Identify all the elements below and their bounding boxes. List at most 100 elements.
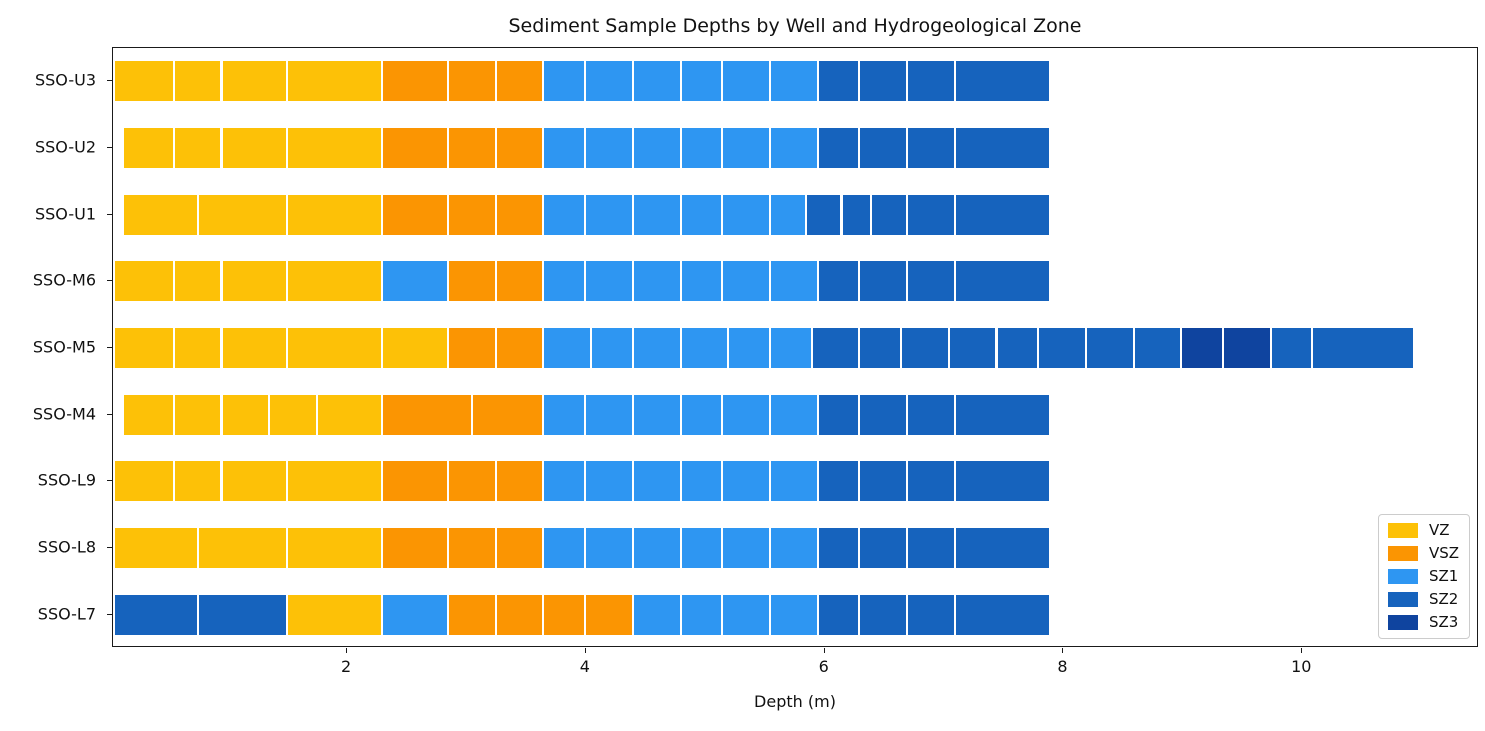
bar-segment-SSO-L8-SZ1: [769, 527, 818, 569]
bar-segment-SSO-L7-SZ1: [769, 593, 818, 636]
bar-segment-SSO-M5-SZ1: [728, 327, 770, 369]
bar-segment-SSO-M4-SZ1: [722, 393, 770, 436]
bar-segment-SSO-L9-SZ1: [680, 460, 723, 503]
bar-segment-SSO-U1-SZ1: [680, 193, 723, 236]
bar-segment-SSO-L9-SZ2: [954, 460, 1051, 503]
bar-segment-SSO-M4-VZ: [173, 393, 222, 436]
bar-segment-SSO-L9-VSZ: [382, 460, 449, 503]
bar-segment-SSO-U1-SZ2: [841, 193, 872, 236]
bar-segment-SSO-U3-SZ2: [907, 60, 955, 103]
bar-segment-SSO-M5-SZ2: [1038, 327, 1086, 369]
bar-segment-SSO-M6-SZ2: [859, 260, 908, 303]
bar-segment-SSO-U3-SZ1: [680, 60, 723, 103]
bar-segment-SSO-M6-VSZ: [448, 260, 496, 303]
bar-segment-SSO-M4-SZ2: [859, 393, 908, 436]
bar-segment-SSO-L9-VZ: [287, 460, 383, 503]
bar-segment-SSO-M5-SZ2: [1270, 327, 1313, 369]
bar-segment-SSO-L7-VZ: [287, 593, 383, 636]
bar-segment-SSO-U1-SZ2: [954, 193, 1051, 236]
bar-segment-SSO-M6-SZ1: [722, 260, 770, 303]
bar-segment-SSO-U3-VZ: [114, 60, 174, 103]
legend-swatch-SZ3: [1387, 615, 1418, 630]
y-tick-label-SSO-M5: SSO-M5: [32, 337, 96, 357]
bar-segment-SSO-U3-VZ: [287, 60, 383, 103]
bar-segment-SSO-M5-VSZ: [448, 327, 496, 369]
bar-segment-SSO-M6-VZ: [173, 260, 222, 303]
bar-segment-SSO-L9-SZ1: [632, 460, 681, 503]
x-tick-mark: [584, 648, 586, 653]
bar-segment-SSO-L7-VSZ: [543, 593, 586, 636]
y-tick-mark: [107, 280, 112, 282]
bar-segment-SSO-M6-VZ: [114, 260, 174, 303]
bar-segment-SSO-M5-SZ1: [632, 327, 681, 369]
bar-segment-SSO-L7-SZ1: [382, 593, 449, 636]
y-tick-mark: [107, 480, 112, 482]
bar-segment-SSO-M4-VZ: [221, 393, 270, 436]
y-tick-label-SSO-U3: SSO-U3: [34, 70, 96, 90]
x-tick-label-2: 2: [340, 657, 352, 676]
legend-item-VZ: VZ: [1387, 523, 1459, 538]
bar-segment-SSO-U2-VZ: [221, 127, 288, 169]
bar-segment-SSO-U1-SZ1: [632, 193, 681, 236]
bar-segment-SSO-M5-SZ1: [591, 327, 633, 369]
bar-segment-SSO-M5-VZ: [287, 327, 383, 369]
bar-segment-SSO-L8-VZ: [287, 527, 383, 569]
x-tick-mark: [1062, 648, 1064, 653]
bar-segment-SSO-U3-SZ1: [632, 60, 681, 103]
bar-segment-SSO-M4-VSZ: [471, 393, 544, 436]
bar-segment-SSO-M5-SZ1: [680, 327, 729, 369]
bar-segment-SSO-M5-VZ: [173, 327, 222, 369]
bar-segment-SSO-L9-SZ1: [722, 460, 770, 503]
bar-segment-SSO-M6-SZ2: [817, 260, 860, 303]
bar-segment-SSO-M4-SZ2: [954, 393, 1051, 436]
bar-segment-SSO-M5-SZ2: [996, 327, 1039, 369]
bar-segment-SSO-M4-SZ1: [769, 393, 818, 436]
bar-segment-SSO-U2-SZ1: [722, 127, 770, 169]
bar-segment-SSO-L7-SZ2: [114, 593, 198, 636]
bar-segment-SSO-U2-VZ: [173, 127, 222, 169]
y-tick-label-SSO-U2: SSO-U2: [34, 137, 96, 157]
bar-segment-SSO-U2-VZ: [122, 127, 174, 169]
bar-segment-SSO-M5-VZ: [382, 327, 449, 369]
legend-label-SZ2: SZ2: [1428, 590, 1459, 608]
legend-swatch-SZ2: [1387, 592, 1418, 607]
legend-item-VSZ: VSZ: [1387, 544, 1459, 562]
bar-segment-SSO-L9-VZ: [173, 460, 222, 503]
bar-segment-SSO-U3-SZ1: [585, 60, 633, 103]
bar-segment-SSO-L8-VSZ: [448, 527, 496, 569]
chart-title: Sediment Sample Depths by Well and Hydro…: [508, 15, 1082, 37]
bar-segment-SSO-M4-SZ2: [907, 393, 955, 436]
bar-segment-SSO-U2-SZ1: [543, 127, 586, 169]
bar-segment-SSO-L8-SZ1: [543, 527, 586, 569]
x-tick-label-10: 10: [1291, 657, 1312, 676]
bar-segment-SSO-M4-VZ: [122, 393, 174, 436]
bar-segment-SSO-L8-SZ1: [632, 527, 681, 569]
bar-segment-SSO-M6-VZ: [287, 260, 383, 303]
y-tick-mark: [107, 213, 112, 215]
bar-segment-SSO-U1-VSZ: [382, 193, 449, 236]
bar-segment-SSO-L9-SZ2: [817, 460, 860, 503]
bar-segment-SSO-L7-SZ1: [680, 593, 723, 636]
bar-segment-SSO-L9-VSZ: [495, 460, 544, 503]
bar-segment-SSO-M4-VZ: [316, 393, 383, 436]
bar-segment-SSO-U2-SZ1: [585, 127, 633, 169]
legend-item-SZ3: SZ3: [1387, 615, 1459, 630]
bar-segment-SSO-U2-SZ1: [680, 127, 723, 169]
plot-area: VZ VSZ SZ1 SZ2 SZ3: [112, 47, 1478, 647]
bar-segment-SSO-L9-SZ1: [543, 460, 586, 503]
y-tick-label-SSO-L8: SSO-L8: [37, 537, 96, 557]
y-tick-label-SSO-M6: SSO-M6: [32, 270, 96, 290]
bar-segment-SSO-U3-SZ1: [769, 60, 818, 103]
bar-segment-SSO-L8-SZ2: [907, 527, 955, 569]
y-tick-mark: [107, 547, 112, 548]
bar-segment-SSO-L7-SZ1: [632, 593, 681, 636]
bar-segment-SSO-L9-SZ1: [585, 460, 633, 503]
bar-segment-SSO-U3-VSZ: [382, 60, 449, 103]
legend-label-VSZ: VSZ: [1428, 544, 1459, 562]
bar-segment-SSO-M4-SZ1: [680, 393, 723, 436]
x-tick-mark: [1301, 648, 1303, 653]
bar-segment-SSO-M6-SZ1: [680, 260, 723, 303]
bar-segment-SSO-U3-VZ: [173, 60, 222, 103]
bar-segment-SSO-M5-SZ2: [859, 327, 902, 369]
bar-segment-SSO-L8-SZ2: [817, 527, 860, 569]
